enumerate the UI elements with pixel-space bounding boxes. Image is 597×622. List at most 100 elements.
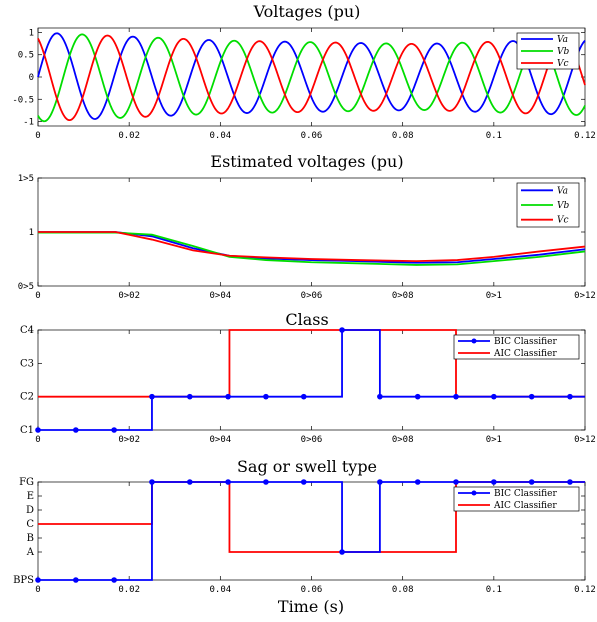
x-tick-label: 0.02	[118, 131, 140, 141]
y-tick-label: 0>5	[18, 282, 34, 292]
x-tick-label: 0>1	[486, 291, 502, 301]
x-tick-label: 0.1	[486, 131, 502, 141]
data-point-bic	[377, 479, 383, 485]
data-point-bic	[186, 393, 193, 400]
data-point-bic	[567, 393, 573, 400]
data-point-bic	[35, 427, 41, 433]
panel-class: Class 0 0>02 0>04 0>06 0>08 0>1 0>12 C4 C3 C2 C1 B…	[20, 310, 596, 445]
y-tick-label: 1	[29, 28, 34, 38]
legend-marker	[471, 490, 477, 496]
data-point-bic	[225, 479, 231, 485]
y-tick-label: FG	[19, 477, 34, 488]
series-line-va	[37, 32, 586, 120]
x-tick-label: 0	[35, 131, 40, 141]
x-tick-label: 0>08	[392, 435, 414, 445]
panel-voltages: Voltages (pu) 0 0.02 0.04 0.06 0.08 0.1 0.12 1 0…	[12, 2, 596, 141]
legend-label: Va	[557, 186, 568, 196]
legend-estimated: Va Vb Vc	[516, 182, 580, 228]
data-point-bic	[73, 577, 79, 583]
plot-frame-estimated	[37, 177, 586, 287]
x-tick-label: 0.12	[574, 131, 596, 141]
data-point-bic	[263, 393, 269, 400]
data-point-bic	[528, 479, 535, 485]
y-tick-label: A	[26, 547, 35, 558]
series-line-vb	[37, 33, 586, 123]
legend-label: BIC Classifier	[494, 337, 557, 347]
data-point-bic	[149, 479, 155, 485]
data-point-bic	[111, 577, 117, 583]
legend-marker	[471, 338, 477, 344]
x-tick-label: 0>06	[301, 435, 323, 445]
x-tick-label: 0.02	[118, 585, 140, 595]
x-tick-label: 0.08	[392, 131, 414, 141]
chart-title-class: Class	[285, 310, 328, 329]
data-point-bic	[149, 393, 155, 400]
data-point-bic	[491, 479, 497, 485]
x-tick-label: 0	[35, 585, 40, 595]
y-tick-label: C	[26, 519, 34, 530]
x-tick-label: 0>12	[574, 435, 596, 445]
panel-sag-swell: Sag or swell type 0 0.02 0.04 0.06 0.08 0.1 0.…	[13, 457, 596, 616]
y-tick-label: 0	[29, 73, 34, 83]
legend-label: AIC Classifier	[493, 349, 557, 359]
series-line-vc	[37, 34, 586, 122]
chart-title-sag-swell: Sag or swell type	[237, 457, 377, 476]
x-tick-label: 0.04	[209, 585, 231, 595]
chart-title-voltages: Voltages (pu)	[253, 2, 361, 21]
series-line-vc	[38, 231, 586, 263]
x-tick-label: 0>06	[301, 291, 323, 301]
data-point-bic	[300, 393, 307, 400]
data-point-bic	[339, 327, 345, 333]
legend-label: Va	[557, 35, 568, 45]
x-tick-label: 0.08	[392, 585, 414, 595]
legend-label: Vc	[557, 59, 569, 69]
data-point-bic	[567, 479, 573, 485]
y-tick-label: 1>5	[18, 174, 34, 184]
data-point-bic	[453, 479, 459, 485]
x-tick-label: 0.06	[301, 585, 323, 595]
data-point-bic	[300, 479, 307, 485]
y-tick-label: C3	[20, 358, 34, 369]
x-tick-label: 0.12	[574, 585, 596, 595]
data-point-bic	[414, 393, 421, 400]
x-tick-label: 0.04	[209, 131, 231, 141]
x-tick-label: 0>02	[118, 435, 140, 445]
data-point-bic	[491, 393, 497, 400]
legend-class: BIC Classifier AIC Classifier	[453, 334, 580, 360]
data-point-bic	[73, 427, 79, 433]
legend-label: AIC Classifier	[493, 501, 557, 511]
chart-title-estimated: Estimated voltages (pu)	[210, 152, 403, 171]
y-tick-label: B	[27, 533, 34, 544]
y-tick-label: -0.5	[12, 95, 34, 105]
y-tick-label: C4	[20, 325, 34, 336]
x-tick-label: 0	[35, 291, 40, 301]
data-point-bic	[186, 479, 193, 485]
data-point-bic	[263, 479, 269, 485]
x-tick-label: 0>12	[574, 291, 596, 301]
data-point-bic	[35, 577, 41, 583]
panel-estimated-voltages: Estimated voltages (pu) 0 0>02 0>04 0>06 0>0…	[18, 152, 596, 301]
data-point-bic	[339, 549, 345, 555]
y-tick-label: BPS	[13, 575, 34, 586]
legend-voltages: Va Vb Vc	[516, 32, 580, 70]
legend-label: BIC Classifier	[494, 489, 557, 499]
x-tick-label: 0>04	[209, 291, 231, 301]
y-tick-label: C1	[20, 425, 34, 436]
x-tick-label: 0>04	[209, 435, 231, 445]
data-point-bic	[528, 393, 535, 400]
legend-label: Vb	[557, 201, 569, 211]
legend-label: Vc	[557, 216, 569, 226]
data-point-bic	[225, 393, 231, 400]
x-tick-label: 0>02	[118, 291, 140, 301]
series-line-va	[38, 231, 586, 264]
x-tick-label: 0	[35, 435, 40, 445]
y-tick-label: 0.5	[18, 51, 34, 61]
x-axis-label: Time (s)	[278, 597, 344, 616]
y-tick-label: 1	[29, 228, 34, 238]
x-tick-label: 0>1	[486, 435, 502, 445]
y-tick-label: C2	[20, 392, 34, 403]
data-point-bic	[111, 427, 117, 433]
data-point-bic	[453, 393, 459, 400]
y-tick-label: D	[26, 505, 34, 516]
